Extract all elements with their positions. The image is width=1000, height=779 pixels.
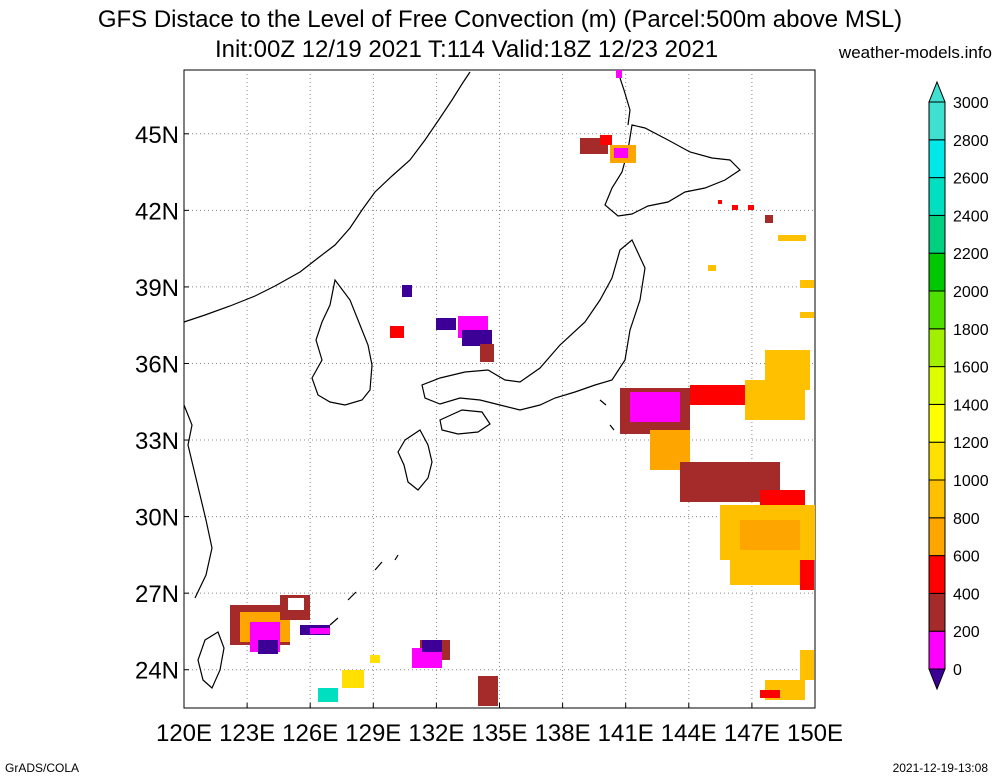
colorbar-label: 1600 [953, 360, 989, 377]
colorbar-label: 1000 [953, 473, 989, 490]
colorbar-arrow-top [928, 80, 946, 103]
lat-tick-label: 39N [135, 275, 179, 302]
colorbar-label: 2200 [953, 246, 989, 263]
colorbar-segment [928, 177, 946, 216]
colorbar-label: 1200 [953, 435, 989, 452]
lon-tick-label: 135E [471, 720, 527, 747]
colorbar-segment [928, 630, 946, 670]
colorbar-segment [928, 592, 946, 632]
lat-tick-label: 24N [135, 658, 179, 685]
colorbar-segment [928, 555, 946, 594]
lon-tick-label: 150E [787, 720, 843, 747]
colorbar-segment [928, 366, 946, 405]
lon-tick-label: 144E [661, 720, 717, 747]
lat-tick-label: 45N [135, 122, 179, 149]
colorbar-label: 400 [953, 586, 980, 603]
colorbar-label: 2400 [953, 208, 989, 225]
map-subtitle: Init:00Z 12/19 2021 T:114 Valid:18Z 12/2… [215, 36, 719, 63]
lon-tick-label: 141E [598, 720, 654, 747]
colorbar-label: 2800 [953, 133, 989, 150]
footer-right: 2021-12-19-13:08 [892, 761, 988, 775]
colorbar-label: 1400 [953, 397, 989, 414]
lat-tick-label: 27N [135, 581, 179, 608]
lat-tick-label: 36N [135, 351, 179, 378]
colorbar-segment [928, 290, 946, 330]
colorbar-segment [928, 252, 946, 292]
source-label: weather-models.info [838, 43, 992, 62]
lon-tick-label: 123E [219, 720, 275, 747]
lon-tick-label: 132E [408, 720, 464, 747]
footer-left: GrADS/COLA [5, 761, 80, 775]
colorbar-segment [928, 214, 946, 254]
colorbar-segment [928, 101, 946, 141]
colorbar-segment [928, 403, 946, 443]
colorbar-segment [928, 479, 946, 519]
lon-tick-label: 120E [156, 720, 212, 747]
colorbar-label: 2600 [953, 171, 989, 188]
lon-tick-label: 147E [724, 720, 780, 747]
lon-tick-label: 138E [535, 720, 591, 747]
lat-tick-label: 30N [135, 505, 179, 532]
colorbar-arrow-bottom [928, 668, 946, 691]
colorbar-label: 1800 [953, 322, 989, 339]
lat-tick-label: 42N [135, 198, 179, 225]
map-title: GFS Distace to the Level of Free Convect… [97, 6, 903, 33]
colorbar-label: 800 [953, 511, 980, 528]
field-shading [230, 70, 815, 706]
colorbar-label: 2000 [953, 284, 989, 301]
coastlines [183, 71, 741, 689]
colorbar-segment [928, 139, 946, 179]
colorbar: 0 200 400 600 800 1000 1200 1400 1600 1800 2000 220… [928, 80, 989, 691]
colorbar-label: 3000 [953, 95, 989, 112]
colorbar-segment [928, 517, 946, 557]
colorbar-segment [928, 328, 946, 368]
lat-tick-label: 33N [135, 428, 179, 455]
lon-tick-label: 129E [345, 720, 401, 747]
colorbar-segment [928, 441, 946, 481]
colorbar-label: 0 [953, 662, 962, 679]
colorbar-label: 200 [953, 624, 980, 641]
colorbar-label: 600 [953, 549, 980, 566]
axis-labels: 120E 123E 126E 129E 132E 135E 138E 141E 144E 147E… [135, 122, 843, 747]
lon-tick-label: 126E [282, 720, 338, 747]
